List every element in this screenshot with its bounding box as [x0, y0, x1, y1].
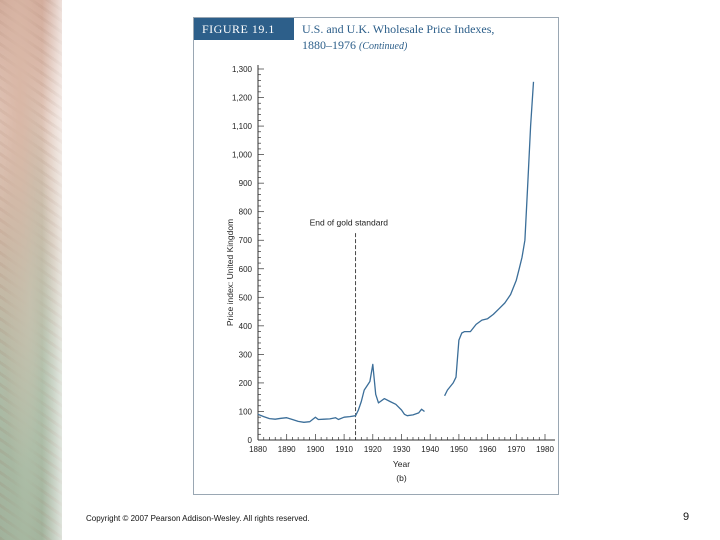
- copyright-text: Copyright © 2007 Pearson Addison-Wesley.…: [86, 514, 310, 523]
- x-tick-label: 1970: [507, 445, 525, 454]
- panel-label: (b): [396, 473, 407, 483]
- y-tick-label: 900: [239, 179, 253, 188]
- x-tick-label: 1920: [364, 445, 382, 454]
- x-tick-label: 1950: [450, 445, 468, 454]
- page-number: 9: [683, 511, 690, 523]
- x-tick-label: 1910: [335, 445, 353, 454]
- uk-price-index-series-line: [444, 81, 535, 397]
- y-tick-label: 1,100: [232, 122, 253, 131]
- y-tick-label: 600: [239, 265, 253, 274]
- uk-price-index-series-line: [257, 363, 425, 423]
- gold-standard-annotation: End of gold standard: [310, 218, 389, 228]
- x-tick-label: 1940: [421, 445, 439, 454]
- y-axis-label: Price index: United Kingdom: [225, 219, 235, 326]
- x-axis-label: Year: [393, 459, 410, 469]
- y-tick-label: 800: [239, 208, 253, 217]
- y-tick-label: 500: [239, 293, 253, 302]
- x-tick-label: 1900: [307, 445, 325, 454]
- y-tick-label: 200: [239, 379, 253, 388]
- y-tick-label: 0: [248, 436, 253, 445]
- banknote-fade: [42, 0, 72, 540]
- y-tick-label: 1,000: [232, 151, 253, 160]
- y-tick-label: 1,300: [232, 65, 253, 74]
- x-tick-label: 1980: [536, 445, 554, 454]
- figure-panel: FIGURE 19.1 U.S. and U.K. Wholesale Pric…: [193, 17, 559, 495]
- x-tick-label: 1930: [393, 445, 411, 454]
- figure-title-continued: (Continued): [359, 41, 408, 52]
- x-tick-label: 1960: [479, 445, 497, 454]
- x-tick-label: 1880: [249, 445, 267, 454]
- figure-title-line1: U.S. and U.K. Wholesale Price Indexes,: [302, 22, 495, 36]
- y-tick-label: 100: [239, 407, 253, 416]
- figure-title: U.S. and U.K. Wholesale Price Indexes, 1…: [302, 21, 552, 55]
- figure-title-line2: 1880–1976: [302, 38, 356, 52]
- y-tick-label: 700: [239, 236, 253, 245]
- y-tick-label: 300: [239, 350, 253, 359]
- figure-tag: FIGURE 19.1: [194, 18, 294, 40]
- y-tick-label: 400: [239, 322, 253, 331]
- x-tick-label: 1890: [278, 445, 296, 454]
- y-tick-label: 1,200: [232, 94, 253, 103]
